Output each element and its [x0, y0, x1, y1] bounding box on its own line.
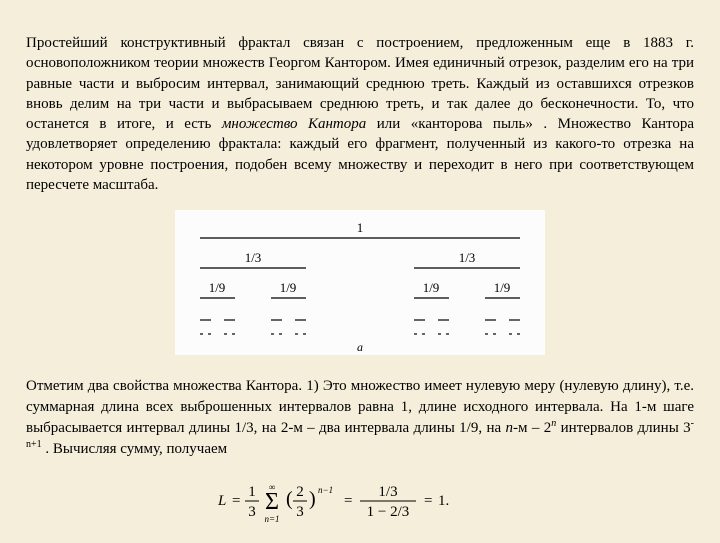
formula-svg: L=13Σ∞n=1(23)n−1=1/31 − 2/3=1. — [210, 474, 510, 526]
svg-text:a: a — [357, 340, 363, 354]
svg-text:1/3: 1/3 — [459, 250, 476, 265]
svg-text:1/9: 1/9 — [280, 280, 297, 295]
svg-text:1/9: 1/9 — [423, 280, 440, 295]
cantor-diagram: 1 1/3 1/3 1/9 1/9 1/9 1/9 a — [175, 210, 545, 355]
cantor-figure: 1 1/3 1/3 1/9 1/9 1/9 1/9 a — [26, 210, 694, 361]
svg-text:1 − 2/3: 1 − 2/3 — [367, 504, 410, 520]
svg-text:=: = — [424, 493, 432, 509]
svg-text:1.: 1. — [438, 493, 449, 509]
p1-italic: множество Кантора — [222, 116, 366, 132]
svg-text:n=1: n=1 — [264, 514, 279, 524]
svg-text:): ) — [309, 488, 316, 510]
svg-text:n−1: n−1 — [318, 485, 333, 495]
svg-text:3: 3 — [296, 504, 304, 520]
properties-paragraph: Отметим два свойства множества Кантора. … — [26, 376, 694, 459]
svg-text:(: ( — [286, 488, 293, 510]
svg-text:1/3: 1/3 — [245, 250, 262, 265]
svg-text:L: L — [217, 493, 226, 509]
length-formula: L=13Σ∞n=1(23)n−1=1/31 − 2/3=1. — [26, 474, 694, 532]
svg-text:1/3: 1/3 — [378, 484, 397, 500]
svg-text:∞: ∞ — [269, 482, 275, 492]
svg-text:1/9: 1/9 — [209, 280, 226, 295]
svg-text:=: = — [344, 493, 352, 509]
svg-text:1: 1 — [357, 220, 364, 235]
svg-text:=: = — [232, 493, 240, 509]
intro-paragraph: Простейший конструктивный фрактал связан… — [26, 33, 694, 195]
svg-text:1: 1 — [248, 484, 256, 500]
svg-text:1/9: 1/9 — [494, 280, 511, 295]
svg-text:3: 3 — [248, 504, 256, 520]
svg-text:2: 2 — [296, 484, 304, 500]
svg-text:Σ: Σ — [265, 489, 279, 515]
